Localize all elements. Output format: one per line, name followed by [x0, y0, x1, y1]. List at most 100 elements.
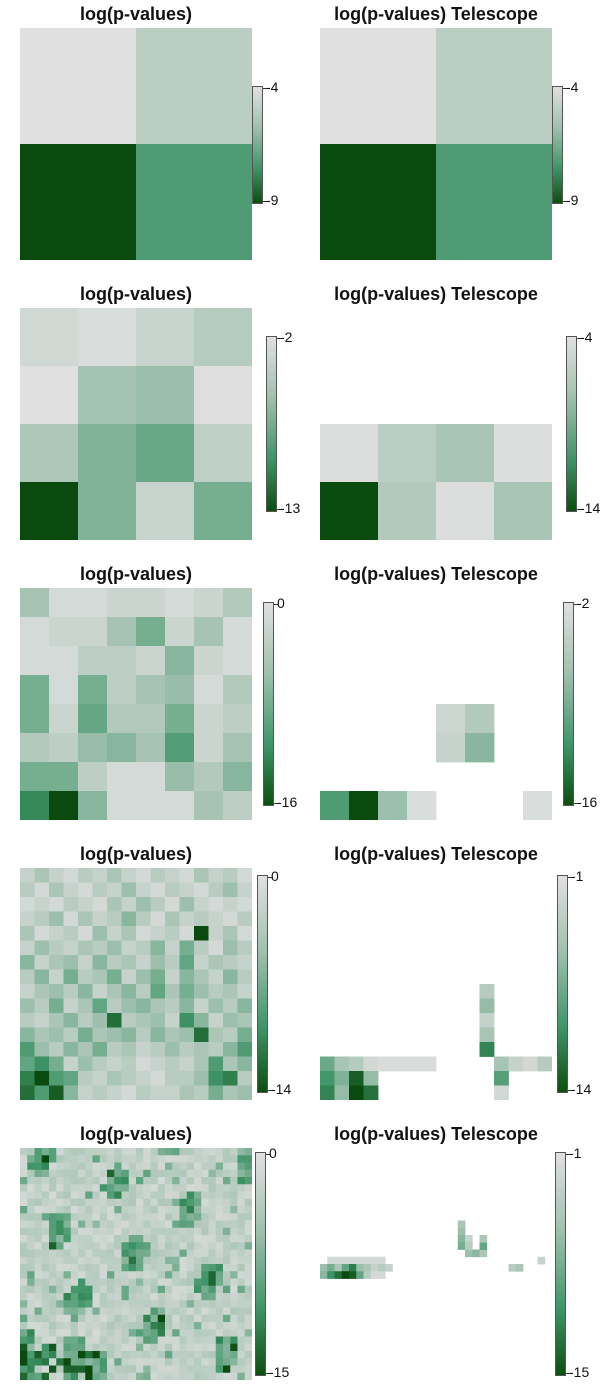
- heatmap-cell: [35, 1322, 43, 1330]
- heatmap-cell: [201, 1235, 209, 1243]
- heatmap-cell: [107, 868, 122, 883]
- heatmap-cell: [136, 1344, 144, 1352]
- heatmap-cell: [230, 1358, 238, 1366]
- heatmap-cell: [85, 1242, 93, 1250]
- heatmap-cell: [136, 883, 151, 898]
- heatmap-cell: [230, 1184, 238, 1192]
- heatmap-cell: [122, 1337, 130, 1345]
- heatmap-cell: [165, 1264, 173, 1272]
- heatmap-cell: [216, 1228, 224, 1236]
- heatmap-cell: [71, 1155, 79, 1163]
- heatmap-cell: [187, 1286, 195, 1294]
- heatmap-cell: [151, 1351, 159, 1359]
- panel-title: log(p-values) Telescope: [320, 564, 552, 585]
- heatmap-cell: [216, 1170, 224, 1178]
- heatmap-cell: [230, 1300, 238, 1308]
- heatmap-cell: [165, 762, 194, 791]
- heatmap-cell: [216, 1337, 224, 1345]
- heatmap-cell: [209, 1028, 224, 1043]
- heatmap-cell: [64, 1300, 72, 1308]
- heatmap-cell: [151, 1279, 159, 1287]
- heatmap-cell: [64, 1315, 72, 1323]
- heatmap-cell: [129, 1228, 137, 1236]
- heatmap-cell: [114, 1148, 122, 1156]
- heatmap-cell: [56, 1250, 64, 1258]
- heatmap-cell: [136, 1170, 144, 1178]
- heatmap-cell: [85, 1177, 93, 1185]
- heatmap-cell: [114, 1221, 122, 1229]
- heatmap-grid: [20, 308, 252, 540]
- heatmap-cell: [20, 912, 35, 927]
- heatmap-cell: [151, 1086, 166, 1101]
- colorbar: [555, 1152, 566, 1376]
- heatmap-cell: [100, 1148, 108, 1156]
- heatmap-cell: [180, 941, 195, 956]
- heatmap-cell: [100, 1199, 108, 1207]
- heatmap-cell: [151, 1300, 159, 1308]
- heatmap-cell: [71, 1366, 79, 1374]
- heatmap-cell: [201, 1192, 209, 1200]
- heatmap-cell: [230, 1344, 238, 1352]
- heatmap-cell: [378, 424, 436, 482]
- heatmap-cell: [64, 1271, 72, 1279]
- heatmap-cell: [27, 1358, 35, 1366]
- heatmap-cell: [56, 1279, 64, 1287]
- heatmap-cell: [64, 1148, 72, 1156]
- heatmap-cell: [223, 1221, 231, 1229]
- heatmap-cell: [201, 1329, 209, 1337]
- heatmap-cell: [320, 1264, 328, 1272]
- heatmap-cell: [158, 1155, 166, 1163]
- heatmap-cell: [180, 1264, 188, 1272]
- heatmap-cell: [35, 1257, 43, 1265]
- heatmap-cell: [100, 1250, 108, 1258]
- heatmap-cell: [238, 955, 253, 970]
- heatmap-cell: [516, 1264, 524, 1272]
- heatmap-cell: [85, 1351, 93, 1359]
- heatmap-cell: [194, 366, 252, 424]
- heatmap-cell: [223, 1300, 231, 1308]
- heatmap-cell: [180, 984, 195, 999]
- heatmap-cell: [172, 1228, 180, 1236]
- heatmap-cell: [129, 1329, 137, 1337]
- heatmap-cell: [64, 1366, 72, 1374]
- heatmap-cell: [35, 941, 50, 956]
- heatmap-cell: [385, 1264, 393, 1272]
- heatmap-cell: [78, 704, 107, 733]
- heatmap-cell: [107, 1344, 115, 1352]
- heatmap-cell: [238, 1279, 246, 1287]
- heatmap-cell: [78, 1351, 86, 1359]
- heatmap-cell: [107, 1213, 115, 1221]
- heatmap-cell: [93, 1199, 101, 1207]
- heatmap-cell: [209, 1213, 217, 1221]
- heatmap-panel: log(p-values) Telescope: [320, 284, 552, 546]
- heatmap-cell: [49, 1086, 64, 1101]
- heatmap-cell: [245, 1192, 252, 1200]
- heatmap-cell: [93, 1071, 108, 1086]
- heatmap-cell: [64, 1257, 72, 1265]
- heatmap-cell: [49, 1286, 57, 1294]
- heatmap-cell: [180, 955, 195, 970]
- heatmap-cell: [165, 1163, 173, 1171]
- heatmap-cell: [49, 1271, 57, 1279]
- heatmap-cell: [538, 1057, 553, 1072]
- heatmap-cell: [238, 883, 253, 898]
- heatmap-cell: [136, 617, 165, 646]
- heatmap-cell: [245, 1235, 252, 1243]
- heatmap-cell: [129, 1257, 137, 1265]
- heatmap-cell: [93, 1279, 101, 1287]
- heatmap-cell: [35, 1315, 43, 1323]
- heatmap-cell: [93, 984, 108, 999]
- heatmap-cell: [78, 1286, 86, 1294]
- heatmap-cell: [172, 1271, 180, 1279]
- heatmap-cell: [151, 1192, 159, 1200]
- heatmap-cell: [114, 1358, 122, 1366]
- heatmap-cell: [136, 1177, 144, 1185]
- heatmap-cell: [209, 955, 224, 970]
- heatmap-cell: [64, 1086, 79, 1101]
- heatmap-cell: [364, 1271, 372, 1279]
- heatmap-cell: [93, 1250, 101, 1258]
- heatmap-cell: [136, 1315, 144, 1323]
- heatmap-cell: [201, 1286, 209, 1294]
- heatmap-cell: [245, 1213, 252, 1221]
- heatmap-cell: [85, 1300, 93, 1308]
